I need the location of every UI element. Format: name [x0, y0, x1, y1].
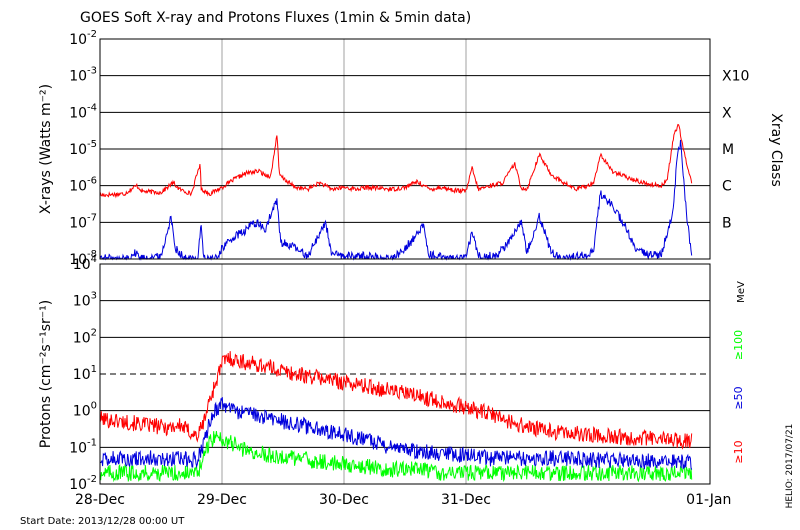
xray-class-label: C	[722, 179, 732, 195]
protons-y-tick-label: 104	[73, 254, 97, 273]
protons-y-tick-label: 101	[73, 364, 97, 383]
xray-y-tick-label: 10-6	[69, 176, 97, 195]
xray-y-tick-label: 10-4	[69, 102, 97, 121]
chart-title: GOES Soft X-ray and Protons Fluxes (1min…	[80, 10, 471, 26]
protons-series-red	[99, 351, 693, 450]
x-tick-label: 30-Dec	[319, 492, 369, 508]
xray-y-tick-label: 10-2	[69, 29, 97, 48]
xray-y-tick-label: 10-5	[69, 139, 97, 158]
x-tick-label: 28-Dec	[75, 492, 125, 508]
protons-y-tick-labels: 104 103 102 101 100 10-1 10-2	[69, 254, 97, 493]
protons-legend-entry: ≥50	[732, 386, 745, 409]
protons-series-blue	[99, 397, 693, 470]
xray-y-axis-label: X-rays (Watts m⁻²)	[38, 84, 54, 214]
protons-legend: ≥10 ≥50 ≥100	[732, 330, 745, 464]
protons-y-tick-label: 102	[73, 327, 97, 346]
xray-series-red	[99, 123, 693, 199]
x-tick-label: 01-Jan	[686, 492, 731, 508]
credit-label: HELIO: 2017/07/21	[785, 424, 795, 509]
xray-series	[99, 123, 693, 261]
xray-class-axis-label: Xray Class	[768, 113, 784, 187]
protons-y-tick-label: 103	[73, 291, 97, 310]
xray-class-label: X	[722, 105, 732, 121]
protons-panel: 104 103 102 101 100 10-1 10-2 Protons (cm⁻²s⁻¹…	[38, 254, 747, 493]
xray-class-label: M	[722, 142, 734, 158]
protons-legend-entry: ≥10	[732, 440, 745, 463]
protons-frame	[99, 263, 711, 485]
protons-series-green	[99, 431, 693, 483]
start-date-label: Start Date: 2013/12/28 00:00 UT	[20, 516, 185, 527]
protons-grid	[100, 264, 710, 484]
mev-unit-label: MeV	[736, 281, 747, 303]
xray-y-tick-label: 10-3	[69, 66, 97, 85]
protons-y-tick-label: 10-1	[69, 437, 97, 456]
xray-y-tick-labels: 10-2 10-3 10-4 10-5 10-6 10-7 10-8	[69, 29, 97, 268]
xray-class-label: B	[722, 215, 732, 231]
x-tick-label: 29-Dec	[197, 492, 247, 508]
protons-legend-entry: ≥100	[732, 330, 745, 360]
xray-class-label: X10	[722, 69, 749, 85]
xray-grid	[100, 39, 710, 259]
xray-y-tick-label: 10-8	[69, 249, 97, 268]
protons-y-axis-label: Protons (cm⁻²s⁻¹sr⁻¹)	[38, 300, 54, 449]
x-tick-label: 31-Dec	[441, 492, 491, 508]
xray-series-blue	[99, 139, 693, 261]
xray-frame	[99, 38, 711, 260]
x-axis-tick-labels: 28-Dec 29-Dec 30-Dec 31-Dec 01-Jan	[75, 492, 731, 508]
xray-panel: 10-2 10-3 10-4 10-5 10-6 10-7 10-8 X10 X M C B X-r…	[38, 29, 784, 268]
protons-y-tick-label: 10-2	[69, 474, 97, 493]
xray-y-tick-label: 10-7	[69, 212, 97, 231]
xray-class-labels: X10 X M C B	[722, 69, 749, 232]
protons-series	[99, 351, 693, 483]
protons-y-tick-label: 100	[73, 401, 97, 420]
